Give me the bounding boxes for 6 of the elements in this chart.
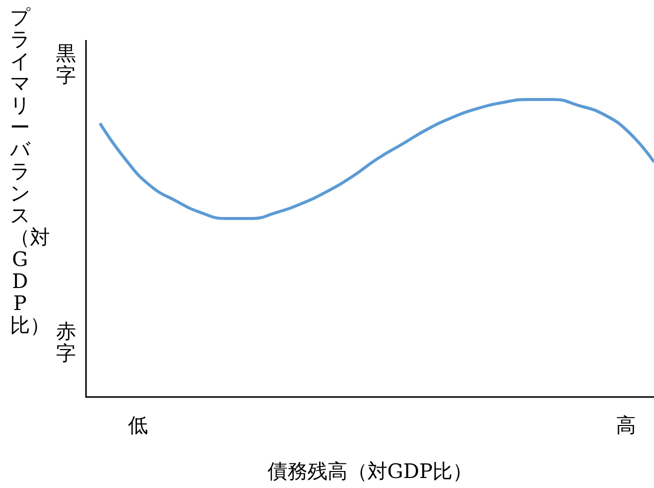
text: 黒字 bbox=[56, 41, 76, 87]
text: 赤字 bbox=[56, 319, 76, 365]
text: 低 bbox=[128, 412, 148, 439]
x-axis-title: 債務残高（対GDP比） bbox=[267, 458, 473, 485]
text: 高 bbox=[616, 412, 636, 439]
text: プライマリーバランス（対GDP比） bbox=[10, 5, 50, 337]
